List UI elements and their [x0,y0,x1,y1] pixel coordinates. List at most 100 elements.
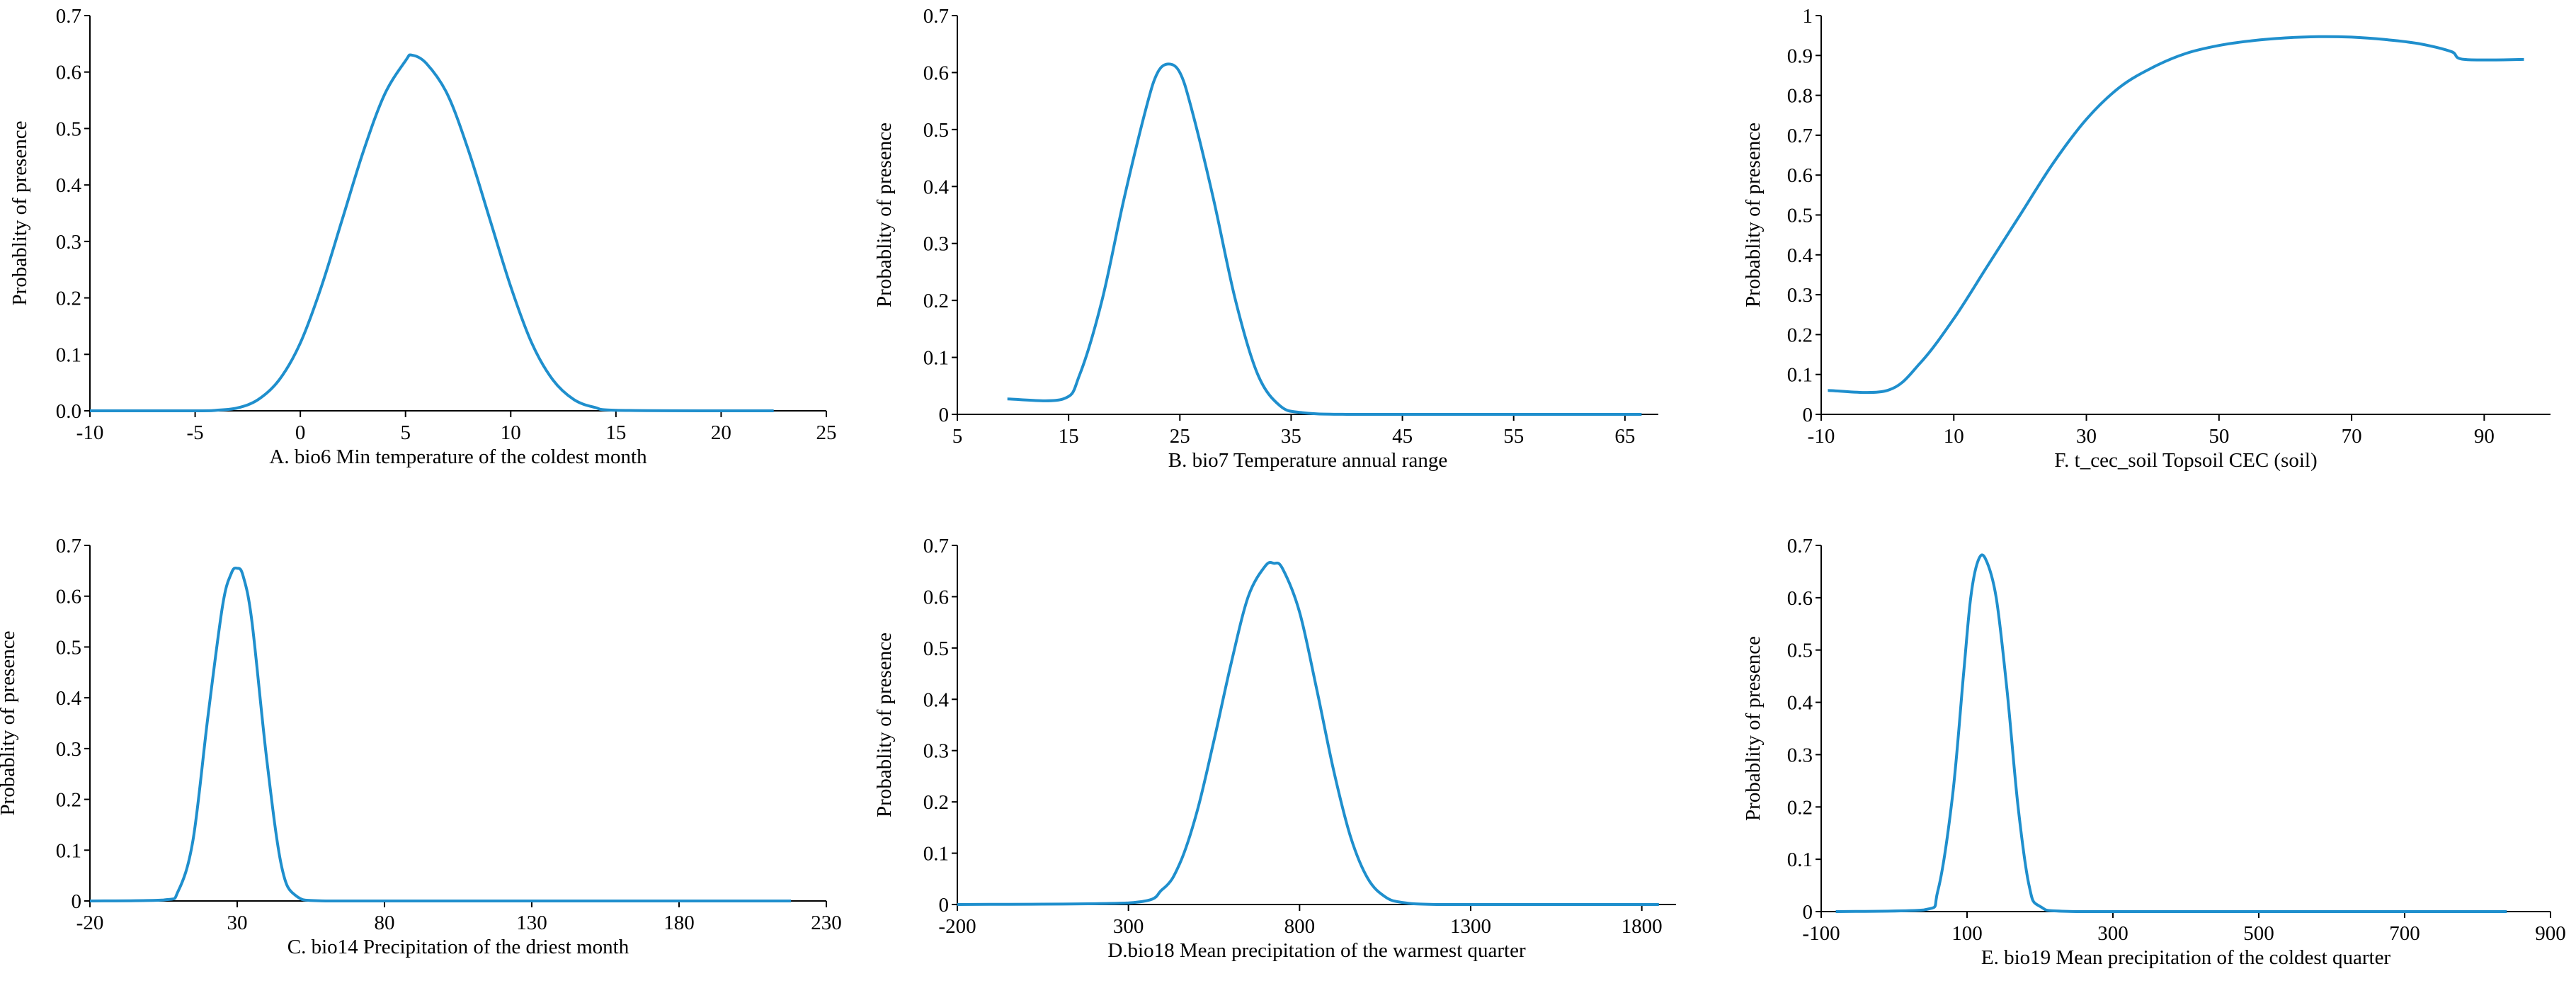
y-tick-label: 0.5 [1787,640,1813,662]
y-tick-label: 0.4 [923,688,950,711]
x-tick-label: 55 [1503,425,1524,448]
x-tick-label: 1300 [1450,915,1491,938]
x-tick-label: 35 [1281,425,1301,448]
y-tick-label: 0.7 [1787,125,1813,147]
x-tick-label: -200 [938,915,976,938]
y-tick-label: 0.7 [56,5,81,28]
y-axis-title: Probablity of presence [873,633,896,817]
x-tick-label: 15 [1059,425,1079,448]
y-tick-label: 0.3 [56,231,81,254]
y-tick-label: 0.4 [1787,244,1813,267]
x-axis-title: E. bio19 Mean precipitation of the colde… [1981,946,2391,969]
x-tick-label: 5 [400,421,411,444]
x-tick-label: -100 [1802,922,1840,945]
x-tick-label: 10 [1944,425,1964,448]
x-tick-label: -20 [76,912,104,934]
y-tick-label: 0.3 [1787,744,1813,766]
panel-d: 0 0.1 0.2 0.3 0.4 0.5 0.6 0.7 -200 300 800 1300 1800… [873,535,1676,962]
x-tick-label: 300 [2097,922,2128,945]
panel-c: 0 0.1 0.2 0.3 0.4 0.5 0.6 0.7 -20 30 80 130 180 230 C.… [0,535,842,958]
y-tick-label: 0.1 [56,839,81,862]
y-tick-label: 0 [1803,404,1813,426]
x-tick-label: 80 [375,912,395,934]
x-tick-label: 70 [2342,425,2362,448]
x-tick-label: 180 [663,912,695,934]
x-tick-label: 25 [816,421,837,444]
y-tick-label: 0.9 [1787,45,1813,67]
x-tick-label: 45 [1392,425,1413,448]
x-tick-label: -5 [186,421,203,444]
response-curve [89,566,792,903]
y-tick-label: 0 [72,890,82,913]
x-tick-label: 50 [2209,425,2229,448]
y-tick-label: 0.3 [1787,284,1813,307]
y-tick-label: 0.1 [56,344,81,366]
y-tick-label: 0.2 [923,791,949,814]
x-axis-title: D.bio18 Mean precipitation of the warmes… [1107,939,1526,962]
y-tick-label: 0.1 [923,843,949,866]
y-axis-title: Probablity of presence [1742,123,1765,307]
x-axis-title: B. bio7 Temperature annual range [1168,449,1447,472]
y-tick-label: 0.2 [1787,324,1813,346]
y-tick-label: 0.3 [56,738,81,761]
y-tick-label: 0.1 [1787,849,1813,871]
x-tick-label: 130 [516,912,547,934]
y-axis-title: Probablity of presence [0,631,19,816]
x-tick-label: -10 [76,421,104,444]
x-tick-label: 500 [2243,922,2274,945]
y-tick-label: 0.6 [56,586,81,608]
x-tick-label: 900 [2535,922,2566,945]
response-curve [957,560,1659,907]
y-tick-label: 0.5 [923,637,949,660]
x-tick-label: 15 [605,421,626,444]
response-curve [90,53,774,413]
y-tick-label: 0.2 [1787,796,1813,819]
y-tick-label: 0.5 [923,119,949,142]
x-tick-label: 25 [1170,425,1190,448]
x-tick-label: 1800 [1622,915,1663,938]
y-tick-label: 0.4 [56,687,82,710]
y-tick-label: 0 [1803,901,1813,924]
y-axis-title: Probablity of presence [873,123,896,307]
y-tick-label: 0.6 [1787,164,1813,187]
y-tick-label: 0.7 [56,535,81,557]
y-tick-label: 0.4 [1787,692,1813,715]
x-tick-label: 0 [295,421,306,444]
y-tick-label: 0.2 [56,789,81,812]
y-tick-label: 0.6 [1787,587,1813,610]
x-tick-label: 300 [1113,915,1144,938]
y-tick-label: 0.4 [923,176,950,198]
y-tick-label: 0.2 [56,288,81,310]
x-tick-label: 65 [1614,425,1635,448]
x-tick-label: 100 [1951,922,1983,945]
y-tick-label: 0.6 [923,586,949,608]
x-tick-label: 30 [2076,425,2097,448]
x-tick-label: 5 [952,425,963,448]
y-tick-label: 0.6 [923,62,949,84]
y-tick-label: 0.6 [56,62,81,84]
x-tick-label: 800 [1284,915,1316,938]
y-tick-label: 0.7 [1787,535,1813,557]
y-tick-label: 0.2 [923,290,949,312]
y-tick-label: 0 [939,404,950,426]
y-axis-title: Probablity of presence [1742,636,1765,821]
response-curve [1828,35,2524,395]
panel-b: 0 0.1 0.2 0.3 0.4 0.5 0.6 0.7 5 15 25 35 45 55 65 B. bi… [873,5,1658,472]
y-tick-label: 0.8 [1787,85,1813,108]
panel-e: 0 0.1 0.2 0.3 0.4 0.5 0.6 0.7 -100 100 300 500 700 90… [1742,535,2566,969]
x-tick-label: 230 [811,912,842,934]
y-tick-label: 0.1 [1787,364,1813,387]
x-axis-title: F. t_cec_soil Topsoil CEC (soil) [2054,449,2317,472]
response-curve [1835,553,2507,914]
y-axis-title: Probablity of presence [8,121,31,306]
panel-f: 0 0.1 0.2 0.3 0.4 0.5 0.6 0.7 0.8 0.9 1 -10 10 30 50 70… [1742,5,2551,472]
y-tick-label: 0.7 [923,535,949,557]
x-tick-label: 20 [711,421,731,444]
y-tick-label: 0.5 [56,636,81,659]
y-tick-label: 0.1 [923,347,949,370]
x-tick-label: 90 [2474,425,2495,448]
y-tick-label: 0.4 [56,174,82,197]
x-axis-title: A. bio6 Min temperature of the coldest m… [269,446,647,468]
y-tick-label: 1 [1803,5,1813,28]
